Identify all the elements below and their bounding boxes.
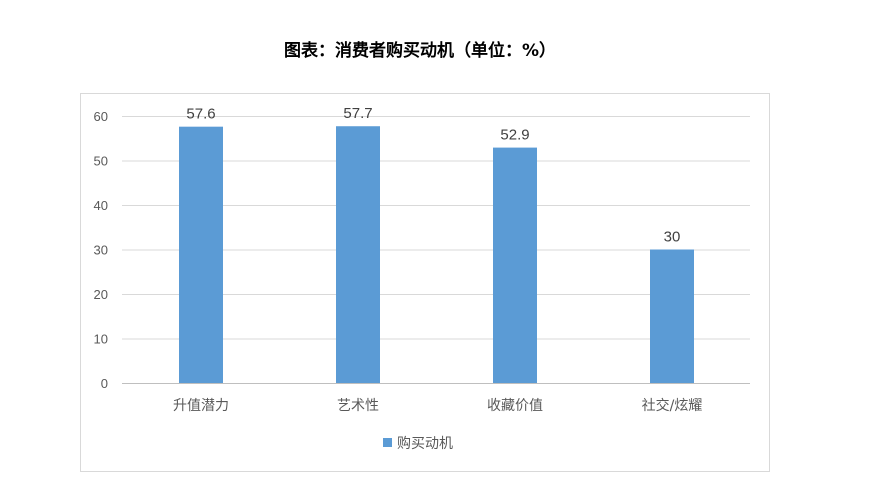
data-label: 30	[664, 229, 681, 246]
y-tick-label: 20	[94, 287, 108, 302]
y-tick-label: 60	[94, 109, 108, 124]
chart-title: 图表：消费者购买动机（单位：%）	[283, 41, 557, 61]
legend-swatch	[383, 438, 392, 447]
y-tick-label: 10	[94, 332, 108, 347]
y-tick-label: 0	[101, 376, 108, 391]
x-tick-label: 升值潜力	[173, 398, 229, 414]
data-label: 57.7	[343, 105, 372, 122]
x-tick-label: 收藏价值	[487, 398, 543, 414]
x-tick-label: 艺术性	[337, 398, 379, 414]
data-label: 52.9	[500, 127, 529, 144]
bar	[179, 126, 223, 384]
bar	[650, 249, 694, 383]
bar	[493, 147, 537, 383]
legend-label: 购买动机	[397, 436, 453, 452]
data-label: 57.6	[186, 106, 215, 123]
x-tick-label: 社交/炫耀	[642, 397, 703, 414]
bar	[336, 126, 380, 384]
y-tick-label: 40	[94, 198, 108, 213]
chart-frame	[80, 93, 770, 472]
y-tick-label: 30	[94, 243, 108, 258]
y-tick-label: 50	[94, 154, 108, 169]
